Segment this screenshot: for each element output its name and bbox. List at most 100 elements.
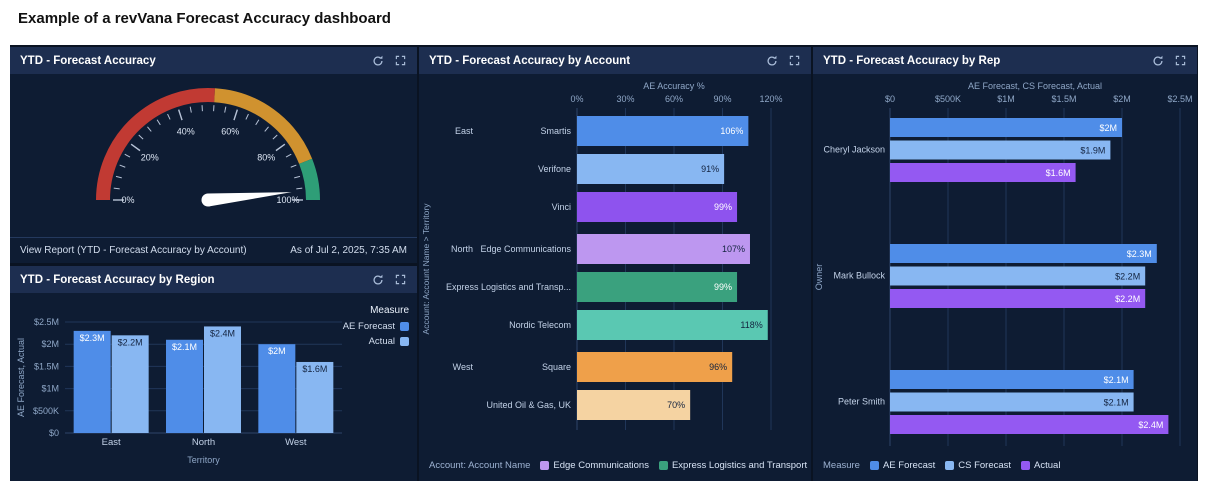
gauge-tick <box>189 106 192 113</box>
refresh-icon[interactable] <box>372 55 384 67</box>
view-report-link[interactable]: View Report (YTD - Forecast Accuracy by … <box>20 245 247 256</box>
bar-value-label: $2.3M <box>1127 249 1152 259</box>
y-axis-title: Owner <box>814 264 824 291</box>
expand-icon[interactable] <box>789 55 801 67</box>
expand-icon[interactable] <box>1175 55 1187 67</box>
bar-value-label: $2.1M <box>1104 398 1129 408</box>
legend-item-actual[interactable]: Actual <box>343 336 409 347</box>
rep-hbar-chart: AE Forecast, CS Forecast, Actual $0 $500K $… <box>813 74 1197 481</box>
legend-swatch <box>1021 461 1031 470</box>
bar-east-ae-forecast[interactable] <box>73 330 111 433</box>
gauge-tick <box>156 119 161 126</box>
legend-label: AE Forecast <box>342 321 395 332</box>
gauge-tick-label: 40% <box>177 127 195 137</box>
legend-label: AE Forecast <box>882 460 936 471</box>
gauge-tick <box>264 126 269 132</box>
bar-cheryl-jackson-actual[interactable] <box>890 163 1076 182</box>
bar-peter-smith-actual[interactable] <box>890 415 1169 434</box>
account-label: United Oil & Gas, UK <box>486 400 571 410</box>
bar-express-logistics-and-transp[interactable] <box>577 272 738 302</box>
legend-label: Edge Communications <box>553 460 649 471</box>
gauge-needle <box>207 192 292 207</box>
owner-label: Cheryl Jackson <box>823 145 885 155</box>
region-bar-chart: $0 $500K $1M $1.5M $2M $2.5M AE Forecast, Actu… <box>10 293 417 481</box>
x-axis-tick-label: 30% <box>616 94 634 104</box>
bar-peter-smith-cs-forecast[interactable] <box>890 392 1134 412</box>
legend-swatch <box>945 461 955 470</box>
bar-north-actual[interactable] <box>204 326 241 433</box>
bar-value-label: $2.3M <box>80 333 105 343</box>
panel-forecast-accuracy-by-region: YTD - Forecast Accuracy by Region $0 $500… <box>10 266 417 481</box>
bar-cheryl-jackson-cs-forecast[interactable] <box>890 140 1111 160</box>
expand-icon[interactable] <box>395 55 407 67</box>
region-chart-svg: $0 $500K $1M $1.5M $2M $2.5M AE Forecast, Actu… <box>16 317 342 465</box>
y-axis-tick-label: $2.5M <box>34 317 59 327</box>
x-axis-tick-label: $1M <box>997 94 1015 104</box>
refresh-icon[interactable] <box>1152 55 1164 67</box>
gauge-tick-label: 20% <box>141 153 159 163</box>
bar-mark-bullock-actual[interactable] <box>890 289 1146 308</box>
bar-north-ae-forecast[interactable] <box>166 339 203 433</box>
gauge-tick-label: 100% <box>276 195 299 205</box>
bar-vinci[interactable] <box>577 192 738 222</box>
chart-legend: Measure AE Forecast CS Forecast Actual <box>823 460 1197 471</box>
x-axis-tick-label: 60% <box>665 94 683 104</box>
gauge-segment <box>299 158 320 201</box>
legend-item-actual[interactable]: Actual <box>1021 460 1060 471</box>
as-of-timestamp: As of Jul 2, 2025, 7:35 AM <box>290 245 407 256</box>
gauge-footer: View Report (YTD - Forecast Accuracy by … <box>10 237 417 263</box>
legend-swatch <box>400 322 409 331</box>
bar-value-label: $2M <box>268 346 286 356</box>
y-axis-tick-label: $1.5M <box>34 361 59 371</box>
bar-united-oil-gas-uk[interactable] <box>577 390 691 420</box>
legend-title: Measure <box>370 305 409 316</box>
gauge-tick <box>115 175 122 179</box>
bar-verifone[interactable] <box>577 154 725 184</box>
legend-item-edge-communications[interactable]: Edge Communications <box>540 460 649 471</box>
account-label: Verifone <box>538 164 571 174</box>
legend-swatch <box>400 337 409 346</box>
bar-nordic-telecom[interactable] <box>577 310 768 340</box>
bar-mark-bullock-ae-forecast[interactable] <box>890 244 1157 263</box>
bar-value-label: $2.2M <box>1115 294 1140 304</box>
bar-value-label: 99% <box>714 282 732 292</box>
bar-east-actual[interactable] <box>111 335 149 433</box>
panel-header: YTD - Forecast Accuracy by Account <box>419 47 811 74</box>
x-axis-tick-label: $2M <box>1113 94 1131 104</box>
refresh-icon[interactable] <box>372 274 384 286</box>
bar-west-actual[interactable] <box>296 361 334 433</box>
refresh-icon[interactable] <box>766 55 778 67</box>
panel-forecast-accuracy-by-rep: YTD - Forecast Accuracy by Rep AE Foreca… <box>813 47 1197 481</box>
gauge-tick <box>130 143 141 152</box>
owner-label: Peter Smith <box>838 397 885 407</box>
legend-item-cs-forecast[interactable]: CS Forecast <box>945 460 1011 471</box>
x-axis-tick-label: $1.5M <box>1051 94 1076 104</box>
bar-value-label: $2.2M <box>118 337 143 347</box>
panel-forecast-accuracy: YTD - Forecast Accuracy 0% 20% 40% 60% 80% 10… <box>10 47 417 263</box>
account-label: Edge Communications <box>480 244 571 254</box>
account-label: Smartis <box>540 126 571 136</box>
legend-item-express-logistics-and-transport[interactable]: Express Logistics and Transport <box>658 460 807 471</box>
x-axis-tick-label: $0 <box>885 94 895 104</box>
bar-smartis[interactable] <box>577 116 749 146</box>
gauge-tick <box>138 134 144 140</box>
bar-mark-bullock-cs-forecast[interactable] <box>890 266 1146 286</box>
account-hbar-chart: AE Accuracy % 0% 30% 60% 90% 120% Account: Acc… <box>419 74 811 481</box>
x-axis-category-label: North <box>192 437 215 448</box>
legend-label: CS Forecast <box>958 460 1012 471</box>
territory-label: East <box>455 126 474 136</box>
bar-edge-communications[interactable] <box>577 234 750 264</box>
bar-peter-smith-ae-forecast[interactable] <box>890 370 1134 389</box>
bar-value-label: $2.4M <box>210 328 235 338</box>
rep-chart-svg: AE Forecast, CS Forecast, Actual $0 $500K $… <box>814 81 1193 446</box>
expand-icon[interactable] <box>395 274 407 286</box>
bar-value-label: $1.6M <box>1046 168 1071 178</box>
legend-item-ae-forecast[interactable]: AE Forecast <box>343 321 409 332</box>
bar-cheryl-jackson-ae-forecast[interactable] <box>890 118 1122 137</box>
bar-west-ae-forecast[interactable] <box>258 344 296 433</box>
bar-square[interactable] <box>577 352 733 382</box>
y-axis-title: Account: Account Name > Territory <box>421 203 431 335</box>
legend-item-ae-forecast[interactable]: AE Forecast <box>869 460 936 471</box>
gauge-tick <box>285 153 292 158</box>
bar-value-label: $2.1M <box>172 342 197 352</box>
